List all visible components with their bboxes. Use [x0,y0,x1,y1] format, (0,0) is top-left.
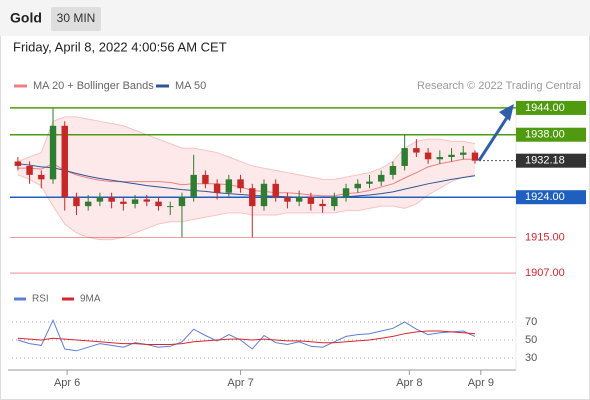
candle-body [143,199,151,202]
candle-body [131,199,139,204]
legend-label: MA 50 [175,80,206,92]
legend-label: MA 20 + Bollinger Bands [33,80,154,92]
projection-arrow [477,115,510,162]
candle-body [26,165,33,175]
candle-body [108,197,115,202]
x-tick-label: Apr 7 [227,377,253,389]
candle-body [84,201,92,207]
interval-button[interactable] [51,7,101,31]
x-tick-label: Apr 8 [396,377,422,389]
candle-body [213,183,221,193]
bollinger-band [17,116,475,240]
candle-body [190,174,197,198]
arrow-head [499,104,514,121]
candle-body [73,197,80,207]
candle-body [120,201,127,204]
candle-body [424,152,432,160]
ma20-line [17,158,475,197]
candle-body [225,179,233,193]
level-label: 1915.00 [525,231,565,243]
credit: Research © 2022 Trading Central [417,80,581,92]
rsi-tick-label: 50 [525,334,537,346]
candle-body [471,152,479,161]
level-label: 1938.00 [525,129,565,141]
candle-body [202,174,209,184]
rsi-line [17,318,476,352]
candle-body [61,125,68,198]
rsi-legend-label: 9MA [80,294,101,305]
candle-body [249,188,256,207]
instrument-title: Gold [10,10,42,26]
candle-body [167,206,174,208]
level-box [516,127,586,142]
level-label: 1932.18 [525,155,565,167]
candle-body [49,125,57,180]
candle-body [272,183,279,198]
candle-body [448,154,455,158]
candle-body [260,183,268,207]
candle-body [401,148,408,166]
rsi-tick-label: 70 [525,316,537,328]
candle-body [460,152,467,155]
level-label: 1907.00 [525,267,565,279]
candle-body [366,181,373,184]
interval-label[interactable]: 30 MIN [57,11,96,25]
x-tick-label: Apr 9 [468,377,494,389]
candle-body [307,197,315,204]
candle-body [436,157,444,160]
candle-body [295,197,303,202]
candle-body [237,179,244,189]
bollinger-lower [17,174,476,241]
level-box [516,100,586,115]
rsi-tick-label: 30 [525,352,537,364]
level-box [516,153,586,168]
candle-body [38,174,45,180]
x-tick-label: Apr 6 [54,377,80,389]
candle-body [14,161,22,166]
candle-body [377,174,385,182]
candle-body [413,148,420,153]
bollinger-upper [17,116,476,180]
candle-body [319,203,326,207]
level-box [516,190,586,205]
candle-body [178,197,186,207]
candle-body [155,201,162,207]
candle-body [389,165,397,175]
candle-body [331,197,338,207]
rsi-line [17,330,476,345]
candle-body [342,188,350,198]
level-label: 1924.00 [525,191,565,203]
timestamp: Friday, April 8, 2022 4:00:56 AM CET [13,39,227,54]
rsi-legend-label: RSI [32,294,49,305]
level-label: 1944.00 [525,102,565,114]
candle-body [354,183,361,189]
candle-body [96,197,104,202]
ma50-line [17,163,476,198]
candle-body [284,197,291,202]
